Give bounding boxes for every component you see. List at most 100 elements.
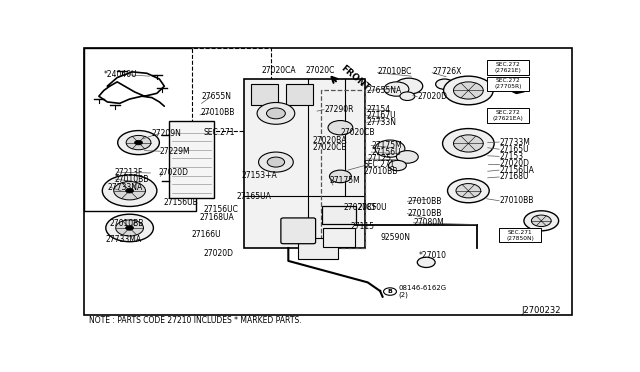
Text: 27156UC: 27156UC xyxy=(204,205,239,214)
Bar xyxy=(191,48,271,131)
Circle shape xyxy=(114,182,145,200)
Text: 27733N: 27733N xyxy=(367,118,397,127)
Text: 27010BB: 27010BB xyxy=(200,108,235,117)
Text: 27175M: 27175M xyxy=(371,141,402,150)
Text: 27165U: 27165U xyxy=(499,145,529,154)
Circle shape xyxy=(375,140,405,157)
Text: 27154: 27154 xyxy=(367,105,391,113)
Circle shape xyxy=(400,92,415,100)
Circle shape xyxy=(454,135,483,152)
Circle shape xyxy=(116,220,143,236)
Text: 27168UA: 27168UA xyxy=(199,213,234,222)
Circle shape xyxy=(456,183,481,198)
Circle shape xyxy=(396,151,419,163)
Text: SEC.271: SEC.271 xyxy=(364,160,396,169)
Text: SEC.272
(27621EA): SEC.272 (27621EA) xyxy=(492,110,524,121)
Bar xyxy=(486,108,529,124)
Text: 27655N: 27655N xyxy=(202,92,232,101)
Text: 27229M: 27229M xyxy=(159,147,190,156)
Circle shape xyxy=(125,226,134,230)
Bar xyxy=(486,77,529,91)
Text: 27020D: 27020D xyxy=(417,92,447,101)
Text: SEC.272
(27705R): SEC.272 (27705R) xyxy=(494,78,522,89)
Circle shape xyxy=(328,121,353,135)
Text: 27020CB: 27020CB xyxy=(340,128,375,137)
Bar xyxy=(486,60,529,75)
Bar xyxy=(321,90,365,248)
Text: NOTE : PARTS CODE 27210 INCLUDES * MARKED PARTS.: NOTE : PARTS CODE 27210 INCLUDES * MARKE… xyxy=(89,316,301,325)
Circle shape xyxy=(524,211,559,231)
Text: 27156UA: 27156UA xyxy=(499,166,534,174)
Text: 27850U: 27850U xyxy=(358,203,387,212)
Bar xyxy=(286,84,313,105)
Text: 27115: 27115 xyxy=(351,222,375,231)
Text: 27010BB: 27010BB xyxy=(408,209,442,218)
Circle shape xyxy=(417,257,435,267)
Text: 27733M: 27733M xyxy=(499,138,530,147)
Text: 27010BB: 27010BB xyxy=(110,219,144,228)
Text: 27213F: 27213F xyxy=(115,168,143,177)
Bar xyxy=(298,238,338,260)
Circle shape xyxy=(531,215,551,227)
Circle shape xyxy=(106,214,154,242)
Text: FRONT: FRONT xyxy=(339,64,371,93)
Text: 27020BA: 27020BA xyxy=(312,136,347,145)
Bar xyxy=(251,84,278,105)
Text: 08146-6162G
(2): 08146-6162G (2) xyxy=(399,285,447,298)
Text: 27153+A: 27153+A xyxy=(241,171,277,180)
Text: 27020CA: 27020CA xyxy=(261,67,296,76)
Text: 27125: 27125 xyxy=(367,154,392,163)
Text: *24040U: *24040U xyxy=(104,70,138,79)
Text: B: B xyxy=(388,289,392,294)
Text: 27010BB: 27010BB xyxy=(408,197,442,206)
Text: 27020CF: 27020CF xyxy=(344,202,378,212)
Circle shape xyxy=(383,288,396,295)
Bar xyxy=(244,79,365,248)
Circle shape xyxy=(126,135,151,150)
Text: 27020CB: 27020CB xyxy=(312,143,347,152)
Text: 27020D: 27020D xyxy=(158,168,188,177)
Text: 27010BC: 27010BC xyxy=(378,67,412,76)
Bar xyxy=(323,228,355,247)
Circle shape xyxy=(134,140,143,145)
Bar xyxy=(322,206,356,224)
Text: 27020C: 27020C xyxy=(306,67,335,76)
Circle shape xyxy=(118,131,159,155)
Text: *27010: *27010 xyxy=(419,251,446,260)
Circle shape xyxy=(125,189,134,193)
Bar xyxy=(169,121,214,198)
Circle shape xyxy=(454,82,483,99)
Circle shape xyxy=(384,82,409,96)
Text: 27726X: 27726X xyxy=(432,67,461,76)
Circle shape xyxy=(266,108,285,119)
Circle shape xyxy=(436,79,454,89)
Text: 27010BB: 27010BB xyxy=(499,196,534,205)
Circle shape xyxy=(388,160,406,171)
Text: 27080M: 27080M xyxy=(413,218,444,227)
Text: 27733NA: 27733NA xyxy=(108,183,143,192)
Text: 27153: 27153 xyxy=(499,152,524,161)
Circle shape xyxy=(330,170,351,183)
Circle shape xyxy=(447,179,489,203)
Text: SEC.271: SEC.271 xyxy=(204,128,236,137)
Text: 27655NA: 27655NA xyxy=(367,86,402,95)
Text: 27175M: 27175M xyxy=(330,176,361,185)
Text: SEC.272
(27621E): SEC.272 (27621E) xyxy=(494,62,521,73)
Circle shape xyxy=(395,78,423,94)
Text: 27010BB: 27010BB xyxy=(115,175,149,184)
Circle shape xyxy=(102,175,157,206)
Text: 27166U: 27166U xyxy=(191,230,221,239)
FancyBboxPatch shape xyxy=(281,218,316,244)
Text: SEC.271
(27850N): SEC.271 (27850N) xyxy=(506,230,534,241)
Text: 27167U: 27167U xyxy=(367,111,396,120)
Bar xyxy=(84,48,196,211)
Text: 27156UB: 27156UB xyxy=(163,198,198,207)
Text: 27290R: 27290R xyxy=(324,105,353,114)
Text: 92590N: 92590N xyxy=(380,234,410,243)
Text: 27733MA: 27733MA xyxy=(106,235,142,244)
Circle shape xyxy=(444,76,493,105)
Text: 27020D: 27020D xyxy=(499,159,529,168)
Text: J2700232: J2700232 xyxy=(522,306,561,315)
Text: 27156U: 27156U xyxy=(371,148,401,157)
Circle shape xyxy=(257,103,295,124)
